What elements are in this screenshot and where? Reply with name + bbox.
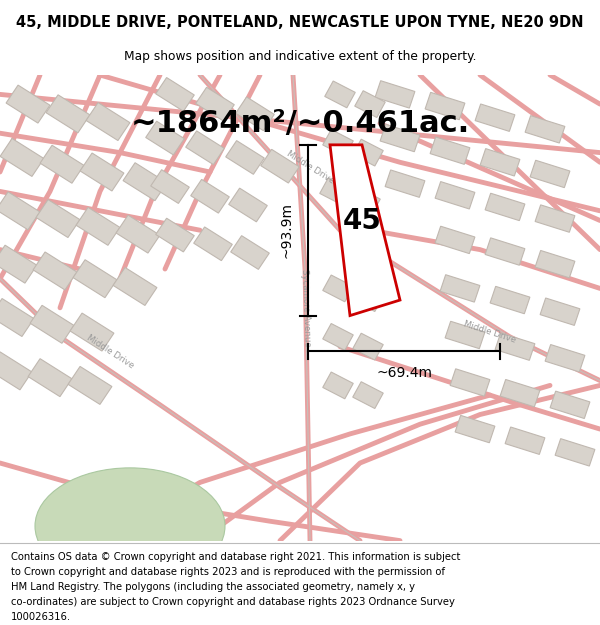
- Polygon shape: [353, 333, 383, 360]
- Text: ~69.4m: ~69.4m: [376, 366, 432, 380]
- Polygon shape: [550, 391, 590, 419]
- Text: HM Land Registry. The polygons (including the associated geometry, namely x, y: HM Land Registry. The polygons (includin…: [11, 582, 415, 592]
- Text: Map shows position and indicative extent of the property.: Map shows position and indicative extent…: [124, 50, 476, 62]
- Polygon shape: [485, 238, 525, 265]
- Polygon shape: [380, 124, 420, 152]
- Polygon shape: [70, 313, 114, 351]
- Polygon shape: [86, 102, 130, 141]
- Polygon shape: [353, 285, 383, 311]
- Polygon shape: [505, 427, 545, 454]
- Polygon shape: [186, 131, 224, 164]
- Polygon shape: [46, 95, 90, 132]
- Polygon shape: [196, 88, 234, 121]
- Polygon shape: [385, 170, 425, 198]
- Polygon shape: [500, 379, 540, 407]
- Polygon shape: [236, 97, 274, 131]
- Polygon shape: [323, 324, 353, 351]
- Polygon shape: [0, 139, 44, 176]
- Polygon shape: [525, 116, 565, 143]
- Text: 100026316.: 100026316.: [11, 611, 71, 621]
- Polygon shape: [261, 149, 299, 183]
- Polygon shape: [0, 192, 40, 230]
- Polygon shape: [113, 268, 157, 306]
- Text: ~93.9m: ~93.9m: [279, 202, 293, 258]
- Polygon shape: [353, 382, 383, 409]
- Text: ~1864m²/~0.461ac.: ~1864m²/~0.461ac.: [130, 109, 470, 138]
- Polygon shape: [73, 260, 117, 298]
- Polygon shape: [555, 439, 595, 466]
- Polygon shape: [146, 121, 184, 155]
- Polygon shape: [68, 366, 112, 404]
- Polygon shape: [80, 153, 124, 191]
- Polygon shape: [495, 333, 535, 361]
- Polygon shape: [30, 306, 74, 343]
- Polygon shape: [435, 226, 475, 254]
- Text: Contains OS data © Crown copyright and database right 2021. This information is : Contains OS data © Crown copyright and d…: [11, 552, 460, 562]
- Polygon shape: [325, 81, 355, 107]
- Polygon shape: [323, 129, 353, 156]
- Polygon shape: [435, 182, 475, 209]
- Text: 45: 45: [343, 206, 382, 234]
- Polygon shape: [445, 321, 485, 349]
- Polygon shape: [323, 275, 353, 302]
- Polygon shape: [353, 139, 383, 166]
- Polygon shape: [485, 193, 525, 221]
- Polygon shape: [194, 227, 232, 261]
- Polygon shape: [123, 162, 167, 201]
- Polygon shape: [450, 369, 490, 396]
- Text: 45, MIDDLE DRIVE, PONTELAND, NEWCASTLE UPON TYNE, NE20 9DN: 45, MIDDLE DRIVE, PONTELAND, NEWCASTLE U…: [16, 15, 584, 30]
- Polygon shape: [323, 372, 353, 399]
- Text: Middle Drive: Middle Drive: [284, 149, 335, 186]
- Polygon shape: [0, 352, 32, 390]
- Polygon shape: [530, 160, 570, 188]
- Polygon shape: [76, 208, 120, 246]
- Polygon shape: [475, 104, 515, 131]
- Polygon shape: [455, 416, 495, 442]
- Polygon shape: [40, 145, 84, 183]
- Polygon shape: [330, 145, 400, 316]
- Polygon shape: [545, 344, 585, 372]
- Polygon shape: [440, 275, 480, 302]
- Ellipse shape: [35, 468, 225, 584]
- Polygon shape: [425, 92, 465, 120]
- Polygon shape: [355, 91, 385, 118]
- Polygon shape: [375, 81, 415, 108]
- Polygon shape: [0, 245, 37, 283]
- Polygon shape: [320, 178, 350, 205]
- Polygon shape: [540, 298, 580, 326]
- Polygon shape: [116, 215, 160, 253]
- Polygon shape: [0, 299, 34, 336]
- Polygon shape: [156, 78, 194, 111]
- Text: co-ordinates) are subject to Crown copyright and database rights 2023 Ordnance S: co-ordinates) are subject to Crown copyr…: [11, 597, 455, 607]
- Polygon shape: [480, 149, 520, 176]
- Polygon shape: [231, 236, 269, 269]
- Polygon shape: [229, 188, 267, 222]
- Text: to Crown copyright and database rights 2023 and is reproduced with the permissio: to Crown copyright and database rights 2…: [11, 568, 445, 578]
- Polygon shape: [151, 170, 189, 203]
- Text: Sycamore Avenue: Sycamore Avenue: [300, 269, 312, 347]
- Polygon shape: [28, 359, 72, 397]
- Polygon shape: [33, 252, 77, 290]
- Polygon shape: [535, 205, 575, 232]
- Polygon shape: [156, 218, 194, 252]
- Polygon shape: [490, 286, 530, 314]
- Polygon shape: [535, 251, 575, 278]
- Text: Middle Drive: Middle Drive: [463, 319, 517, 345]
- Polygon shape: [430, 137, 470, 164]
- Text: Middle Drive: Middle Drive: [85, 333, 135, 370]
- Polygon shape: [36, 199, 80, 238]
- Polygon shape: [6, 85, 50, 123]
- Polygon shape: [226, 141, 264, 174]
- Polygon shape: [191, 179, 229, 213]
- Polygon shape: [350, 188, 380, 214]
